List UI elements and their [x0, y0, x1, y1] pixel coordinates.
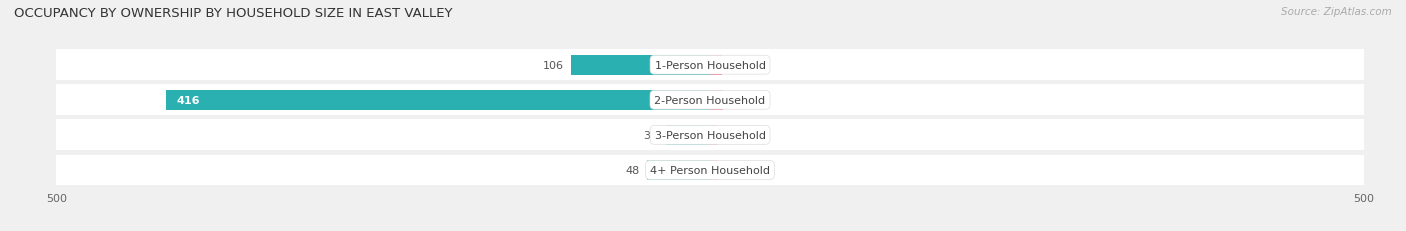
- Text: 10: 10: [731, 95, 745, 105]
- Text: 2-Person Household: 2-Person Household: [654, 95, 766, 105]
- Bar: [56, 50, 1364, 81]
- Text: 0: 0: [725, 165, 733, 175]
- Bar: [56, 155, 1364, 185]
- Text: 48: 48: [626, 165, 640, 175]
- Text: Source: ZipAtlas.com: Source: ZipAtlas.com: [1281, 7, 1392, 17]
- Text: 4+ Person Household: 4+ Person Household: [650, 165, 770, 175]
- Bar: [56, 120, 1364, 151]
- Text: 1-Person Household: 1-Person Household: [655, 61, 765, 70]
- Text: 9: 9: [730, 61, 737, 70]
- Bar: [710, 55, 721, 76]
- Bar: [166, 90, 710, 110]
- Text: OCCUPANCY BY OWNERSHIP BY HOUSEHOLD SIZE IN EAST VALLEY: OCCUPANCY BY OWNERSHIP BY HOUSEHOLD SIZE…: [14, 7, 453, 20]
- Text: 416: 416: [177, 95, 200, 105]
- Bar: [647, 160, 710, 180]
- Bar: [710, 90, 723, 110]
- Bar: [710, 160, 718, 180]
- Text: 106: 106: [543, 61, 564, 70]
- Text: 3-Person Household: 3-Person Household: [655, 130, 765, 140]
- Text: 0: 0: [725, 130, 733, 140]
- Text: 34: 34: [644, 130, 658, 140]
- Bar: [56, 85, 1364, 116]
- Bar: [665, 125, 710, 145]
- Bar: [571, 55, 710, 76]
- Bar: [710, 125, 718, 145]
